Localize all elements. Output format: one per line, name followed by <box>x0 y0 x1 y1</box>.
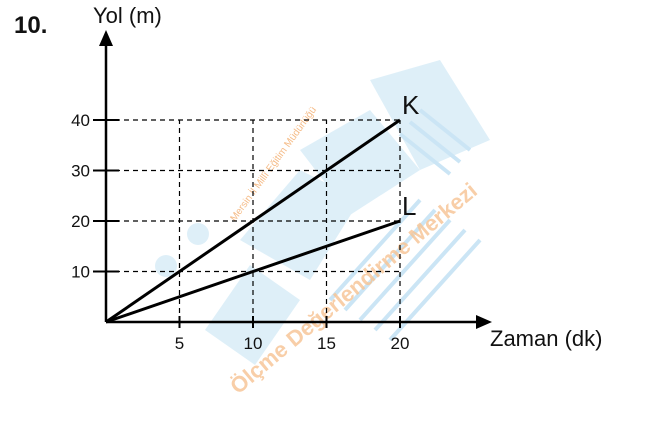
x-tick-label: 5 <box>175 334 184 353</box>
series-label-l: L <box>402 191 416 221</box>
watermark-stripes <box>398 108 472 176</box>
watermark-dot <box>187 223 209 245</box>
y-tick-label: 20 <box>71 212 90 231</box>
x-axis-label: Zaman (dk) <box>490 326 602 351</box>
watermark-stripes <box>328 198 482 342</box>
y-axis-label: Yol (m) <box>93 3 162 28</box>
x-axis-arrow <box>476 315 492 329</box>
series-line-k <box>105 118 401 324</box>
watermark-shape <box>240 170 360 280</box>
y-tick-label: 30 <box>71 162 90 181</box>
x-tick-label: 10 <box>244 334 263 353</box>
x-tick-label: 15 <box>317 334 336 353</box>
series-label-k: K <box>402 90 420 120</box>
x-tick-label: 20 <box>391 334 410 353</box>
ticks: 10 20 30 40 5 10 15 20 <box>71 111 409 353</box>
series: KL <box>105 90 420 324</box>
series-line-l <box>105 219 401 324</box>
y-tick-label: 40 <box>71 111 90 130</box>
axes: Yol (m) Zaman (dk) <box>93 3 602 351</box>
y-axis-arrow <box>99 30 113 46</box>
watermark-shape <box>205 265 300 365</box>
y-tick-label: 10 <box>71 263 90 282</box>
watermark-shape <box>300 110 420 215</box>
question-number: 10. <box>14 12 48 39</box>
